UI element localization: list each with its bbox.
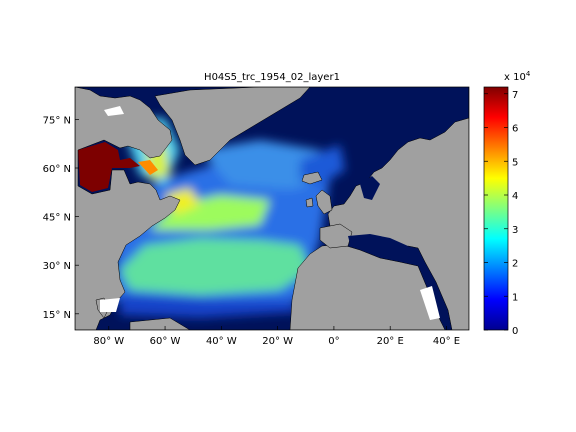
map-area	[75, 87, 469, 330]
lon-tick-label: 20° W	[262, 336, 293, 347]
colorbar-gradient	[483, 86, 509, 331]
land-masses	[75, 87, 469, 330]
colorbar-tick-label: 7	[512, 90, 518, 101]
colorbar-tick-label: 6	[512, 124, 518, 135]
longitude-axis: 80° W 60° W 40° W 20° W 0° 20° E 40° E	[93, 326, 460, 347]
baltic-sea	[360, 176, 380, 200]
lat-tick-label: 60° N	[43, 164, 71, 175]
lon-tick-label: 60° W	[150, 336, 181, 347]
colorbar-exponent-label: x 104	[504, 70, 531, 83]
latitude-axis: 15° N 30° N 45° N 60° N 75° N	[43, 115, 79, 321]
colorbar-tick-label: 0	[512, 326, 518, 337]
greenland-land	[154, 87, 311, 166]
lon-tick-label: 0°	[328, 336, 339, 347]
iceland-land	[301, 171, 323, 185]
colorbar-tick-label: 4	[512, 191, 518, 202]
mediterranean-sea	[348, 234, 408, 254]
colorbar-tick-label: 3	[512, 225, 518, 236]
british-isles-land	[315, 189, 333, 215]
empty-cells	[100, 106, 440, 320]
map-title: H04S5_trc_1954_02_layer1	[204, 72, 340, 83]
colorbar-tick-label: 1	[512, 292, 518, 303]
map-frame	[74, 86, 470, 331]
north-america-land	[75, 87, 181, 330]
colorbar-tick-label: 2	[512, 259, 518, 270]
lon-tick-label: 40° W	[206, 336, 237, 347]
africa-land	[289, 243, 446, 330]
colorbar-tick-label: 5	[512, 157, 518, 168]
lat-tick-label: 30° N	[43, 261, 71, 272]
lon-tick-label: 80° W	[93, 336, 124, 347]
lat-tick-label: 75° N	[43, 115, 71, 126]
colorbar: 0 1 2 3 4 5 6 7 x 104	[483, 70, 531, 337]
lat-tick-label: 45° N	[43, 213, 71, 224]
hudson-bay-high-value	[78, 142, 140, 192]
lon-tick-label: 40° E	[433, 336, 460, 347]
lon-tick-label: 20° E	[377, 336, 404, 347]
lat-tick-label: 15° N	[43, 310, 71, 321]
south-america-land	[129, 317, 191, 330]
